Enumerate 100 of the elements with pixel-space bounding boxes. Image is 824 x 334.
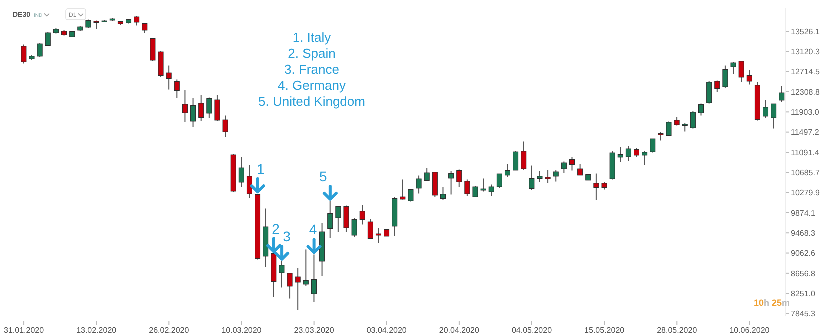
candlestick	[45, 32, 51, 47]
candlestick	[279, 260, 285, 288]
candlestick	[690, 110, 696, 130]
candlestick	[569, 156, 575, 172]
candlestick	[504, 164, 510, 178]
candlestick	[150, 38, 156, 62]
candlestick	[706, 80, 712, 104]
x-tick-label: 04.05.2020	[512, 326, 553, 334]
candlestick	[408, 188, 414, 202]
annotation: 1. Italy	[292, 30, 332, 45]
candlestick	[763, 100, 769, 119]
candlestick	[738, 60, 744, 83]
candlestick	[287, 272, 293, 300]
candlestick	[650, 138, 656, 154]
annotation: 2. Spain	[288, 46, 336, 61]
candlestick	[400, 179, 406, 200]
annotation: 5. United Kingdom	[258, 94, 366, 109]
candlestick	[698, 103, 704, 116]
y-tick-label: 10279.9	[791, 188, 820, 198]
candlestick	[594, 173, 600, 201]
candlestick	[480, 178, 486, 192]
candlestick	[174, 79, 180, 99]
y-tick-label: 12308.8	[791, 88, 820, 97]
candlestick	[529, 165, 535, 191]
annotation: 4. Germany	[278, 78, 346, 93]
y-tick-label: 7845.3	[791, 310, 816, 319]
candlestick	[578, 164, 584, 176]
x-tick-label: 15.05.2020	[584, 326, 626, 334]
annotation: 3	[283, 228, 292, 244]
candlestick	[771, 104, 777, 130]
annotation: 2	[272, 220, 280, 237]
y-tick-label: 12714.5	[791, 68, 820, 77]
x-tick-label: 10.03.2020	[222, 326, 262, 334]
candlestick	[424, 168, 430, 182]
candlestick	[344, 205, 350, 233]
candlestick	[561, 161, 567, 174]
y-tick-label: 9468.3	[791, 228, 816, 238]
candlestick	[182, 90, 188, 123]
x-tick-label: 26.02.2020	[149, 326, 190, 334]
y-tick-label: 13120.3	[791, 48, 820, 57]
x-tick-label: 03.04.2020	[366, 326, 408, 334]
annotation: 10h 25m	[754, 298, 790, 308]
candlestick	[496, 174, 502, 189]
candlestick	[368, 218, 374, 240]
candlestick	[666, 121, 672, 137]
x-tick-label: 31.01.2020	[4, 326, 45, 334]
y-tick-label: 11903.0	[791, 108, 820, 118]
candlestick	[440, 186, 446, 201]
candlestick	[626, 146, 632, 162]
x-tick-label: 28.05.2020	[657, 326, 698, 334]
y-tick-label: 11091.4	[791, 148, 820, 158]
annotation: 3. France	[284, 62, 340, 77]
candlestick	[311, 254, 317, 303]
x-tick-label: 10.06.2020	[730, 326, 770, 334]
candlestick	[303, 249, 309, 287]
y-tick-label: 8251.0	[791, 289, 816, 298]
candlestick	[158, 50, 164, 78]
candlestick	[352, 218, 358, 238]
candlestick	[336, 206, 342, 233]
candlestick	[198, 94, 204, 122]
candlestick	[360, 204, 366, 226]
candlestick	[222, 115, 228, 138]
candlestick	[142, 22, 148, 34]
candlestick	[376, 228, 382, 244]
candlestick	[448, 170, 454, 196]
candlestick	[238, 156, 244, 188]
candlestick	[214, 94, 220, 122]
candlestick	[618, 146, 624, 163]
candlestick	[295, 268, 301, 311]
candlestick	[432, 172, 438, 198]
annotation: 4	[309, 222, 318, 238]
candlestick	[246, 164, 252, 199]
y-tick-label: 9062.6	[791, 249, 816, 258]
candlestick	[642, 150, 648, 166]
candlestick	[513, 150, 519, 171]
y-tick-label: 13526.1	[791, 27, 820, 36]
y-tick-label: 8656.8	[791, 269, 816, 278]
annotation: 1	[256, 161, 265, 178]
candlestick	[779, 86, 785, 103]
y-tick-label: 11497.2	[791, 128, 820, 138]
x-tick-label: 20.04.2020	[439, 326, 480, 334]
candlestick	[416, 175, 422, 194]
candlestick	[488, 184, 494, 197]
candlestick	[545, 170, 551, 184]
y-tick-label: 10685.7	[791, 168, 820, 178]
x-tick-label: 13.02.2020	[76, 326, 118, 334]
candlestick	[328, 200, 334, 239]
candlestick	[456, 169, 462, 188]
candlestick	[21, 44, 27, 64]
candlestick	[521, 141, 527, 171]
x-tick-label: 23.03.2020	[294, 326, 335, 334]
candlestick	[722, 65, 728, 89]
candlestick	[464, 179, 470, 197]
candlestick	[206, 97, 212, 119]
candlestick	[553, 170, 559, 182]
candlestick	[537, 170, 543, 183]
candlestick	[190, 98, 196, 128]
y-tick-label: 9874.1	[791, 208, 816, 218]
annotation: 5	[320, 168, 328, 184]
candlestick	[166, 65, 172, 90]
